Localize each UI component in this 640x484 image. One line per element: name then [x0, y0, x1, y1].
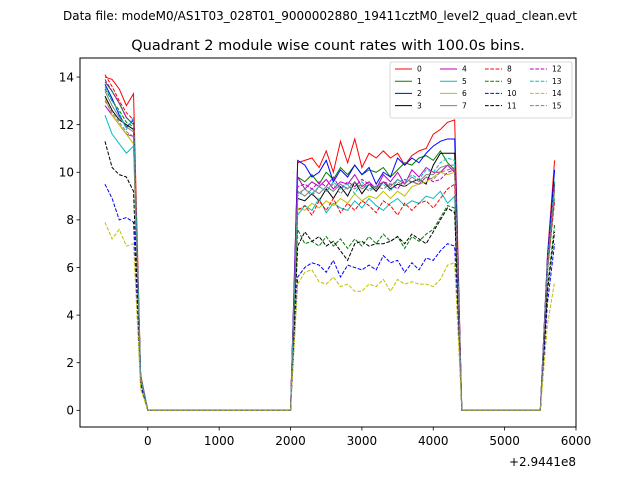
y-tick-label: 14 — [59, 70, 74, 84]
series-line-14 — [104, 222, 556, 411]
x-tick-label: 0 — [144, 434, 152, 448]
legend-label-14: 14 — [552, 89, 562, 98]
series-layer — [104, 74, 556, 411]
series-line-1 — [104, 81, 556, 411]
y-tick-label: 8 — [66, 213, 74, 227]
chart-title: Quadrant 2 module wise count rates with … — [131, 38, 525, 54]
legend-frame — [389, 61, 573, 119]
series-line-3 — [104, 95, 556, 411]
x-tick-label: 2000 — [275, 434, 306, 448]
series-line-0 — [104, 76, 556, 411]
plot-area — [79, 57, 577, 428]
series-line-7 — [104, 91, 556, 411]
x-axis: 0 1000 2000 3000 4000 5000 6000 — [144, 427, 591, 448]
series-line-8 — [104, 74, 556, 411]
x-tick-label: 4000 — [418, 434, 449, 448]
x-tick-label: 5000 — [489, 434, 520, 448]
y-tick-label: 12 — [59, 118, 74, 132]
legend-label-2: 2 — [417, 89, 422, 98]
legend-label-9: 9 — [507, 77, 512, 86]
legend-label-3: 3 — [417, 101, 422, 110]
series-line-2 — [104, 83, 556, 411]
legend-label-8: 8 — [507, 65, 512, 74]
legend-label-1: 1 — [417, 77, 422, 86]
series-line-6 — [104, 98, 556, 411]
x-tick-label: 3000 — [347, 434, 378, 448]
y-tick-label: 4 — [66, 308, 74, 322]
legend-label-4: 4 — [462, 65, 467, 74]
series-line-10 — [104, 183, 556, 411]
y-tick-label: 10 — [59, 166, 74, 180]
series-line-5 — [104, 114, 556, 411]
legend-label-11: 11 — [507, 101, 517, 110]
legend-label-13: 13 — [552, 77, 562, 86]
series-line-12 — [104, 79, 556, 411]
plot-frame — [79, 57, 577, 428]
legend-label-5: 5 — [462, 77, 467, 86]
legend-label-6: 6 — [462, 89, 467, 98]
y-axis: 0 2 4 6 8 10 12 14 — [59, 70, 80, 418]
legend-label-7: 7 — [462, 101, 467, 110]
legend-label-15: 15 — [552, 101, 562, 110]
x-axis-offset-label: +2.9441e8 — [509, 455, 576, 469]
y-tick-label: 6 — [66, 261, 74, 275]
y-tick-label: 2 — [66, 356, 74, 370]
legend-label-0: 0 — [417, 65, 422, 74]
legend-label-10: 10 — [507, 89, 517, 98]
y-tick-label: 0 — [66, 404, 74, 418]
figure-suptitle: Data file: modeM0/AS1T03_028T01_90000028… — [63, 9, 577, 23]
x-tick-label: 6000 — [561, 434, 592, 448]
series-line-13 — [104, 86, 556, 411]
series-line-15 — [104, 100, 556, 411]
series-line-4 — [104, 105, 556, 411]
legend-label-12: 12 — [552, 65, 562, 74]
series-line-9 — [104, 88, 556, 411]
x-tick-label: 1000 — [204, 434, 235, 448]
